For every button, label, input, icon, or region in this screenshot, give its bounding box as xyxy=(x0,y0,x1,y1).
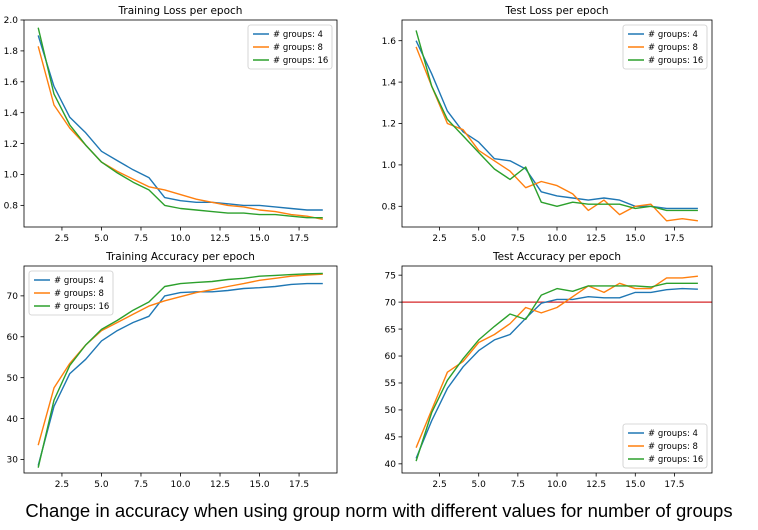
x-tick-label: 2.5 xyxy=(55,234,69,244)
plot-frame xyxy=(23,19,338,228)
y-tick-label: 60 xyxy=(7,333,19,343)
x-tick-label: 5.0 xyxy=(472,480,487,490)
series-line-3 xyxy=(415,282,698,462)
y-tick-label: 30 xyxy=(7,456,19,466)
y-tick-label: 1.0 xyxy=(382,161,397,171)
x-tick-label: 12.5 xyxy=(586,480,606,490)
y-tick-label: 40 xyxy=(7,415,19,425)
x-tick-label: 17.5 xyxy=(664,480,684,490)
series-line-2 xyxy=(37,46,323,220)
legend-label-1: # groups: 4 xyxy=(648,429,698,439)
x-tick-label: 12.5 xyxy=(586,234,606,244)
chart-title: Test Loss per epoch xyxy=(504,5,608,17)
y-tick-label: 75 xyxy=(385,271,396,281)
x-tick-label: 12.5 xyxy=(210,480,230,490)
legend-label-1: # groups: 4 xyxy=(54,276,104,286)
y-tick-label: 45 xyxy=(385,433,396,443)
y-tick-label: 1.6 xyxy=(382,37,397,47)
series-line-2 xyxy=(415,275,698,448)
x-tick-label: 2.5 xyxy=(432,234,446,244)
series-line-2 xyxy=(415,46,698,222)
x-tick-label: 17.5 xyxy=(289,480,309,490)
x-tick-label: 5.0 xyxy=(94,480,109,490)
chart-title: Training Loss per epoch xyxy=(118,5,243,17)
y-tick-label: 65 xyxy=(385,325,396,335)
legend: # groups: 4 # groups: 8 # groups: 16 xyxy=(622,423,708,469)
figure-caption: Change in accuracy when using group norm… xyxy=(25,500,733,521)
plot-frame xyxy=(23,265,338,474)
series-line-3 xyxy=(415,30,698,212)
subplot-4: Test Accuracy per epoch 2.5 5.0 7.5 10.0 12.5… xyxy=(385,251,713,490)
x-tick-label: 15.0 xyxy=(250,234,270,244)
y-tick-label: 2.0 xyxy=(4,16,19,26)
x-tick-label: 2.5 xyxy=(55,480,69,490)
x-tick-label: 7.5 xyxy=(511,480,525,490)
y-tick-label: 1.0 xyxy=(4,171,19,181)
chart-title: Test Accuracy per epoch xyxy=(492,251,621,263)
x-tick-label: 17.5 xyxy=(664,234,684,244)
y-tick-label: 1.6 xyxy=(4,78,19,88)
x-tick-label: 15.0 xyxy=(250,480,270,490)
x-tick-label: 10.0 xyxy=(547,480,567,490)
legend-label-3: # groups: 16 xyxy=(273,56,328,66)
x-tick-label: 7.5 xyxy=(511,234,525,244)
legend-box xyxy=(622,423,708,469)
y-tick-label: 0.8 xyxy=(382,203,397,213)
x-tick-label: 10.0 xyxy=(170,480,190,490)
plot-frame xyxy=(401,265,713,474)
x-tick-label: 10.0 xyxy=(547,234,567,244)
legend-label-1: # groups: 4 xyxy=(648,30,698,40)
y-tick-label: 40 xyxy=(385,460,397,470)
series-line-3 xyxy=(37,27,323,219)
plot-frame xyxy=(401,19,713,228)
y-tick-label: 1.2 xyxy=(382,120,396,130)
legend-label-3: # groups: 16 xyxy=(648,455,703,465)
legend-box xyxy=(622,24,708,70)
legend-label-2: # groups: 8 xyxy=(648,43,698,53)
y-tick-label: 70 xyxy=(7,292,19,302)
subplot-2: Test Loss per epoch 2.5 5.0 7.5 10.0 12.5 15.0… xyxy=(382,5,713,244)
legend: # groups: 4 # groups: 8 # groups: 16 xyxy=(622,24,708,70)
y-tick-label: 1.4 xyxy=(382,78,397,88)
series-line-1 xyxy=(415,287,698,459)
legend: # groups: 4 # groups: 8 # groups: 16 xyxy=(28,270,114,316)
legend-label-1: # groups: 4 xyxy=(273,30,323,40)
x-tick-label: 5.0 xyxy=(472,234,487,244)
legend-label-3: # groups: 16 xyxy=(54,302,109,312)
legend-label-3: # groups: 16 xyxy=(648,56,703,66)
series-line-3 xyxy=(37,272,323,468)
y-tick-label: 60 xyxy=(385,352,397,362)
legend-label-2: # groups: 8 xyxy=(54,289,104,299)
legend: # groups: 4 # groups: 8 # groups: 16 xyxy=(247,24,333,70)
legend-box xyxy=(28,270,114,316)
figure: Training Loss per epoch 2.5 5.0 7.5 10.0 12.5… xyxy=(4,5,713,490)
y-tick-label: 70 xyxy=(385,298,397,308)
series-line-1 xyxy=(37,282,323,466)
y-tick-label: 1.8 xyxy=(4,47,19,57)
x-tick-label: 7.5 xyxy=(134,480,148,490)
subplot-1: Training Loss per epoch 2.5 5.0 7.5 10.0 12.5… xyxy=(4,5,338,244)
y-tick-label: 0.8 xyxy=(4,202,19,212)
y-tick-label: 55 xyxy=(385,379,396,389)
y-tick-label: 50 xyxy=(385,406,397,416)
x-tick-label: 2.5 xyxy=(432,480,446,490)
x-tick-label: 17.5 xyxy=(289,234,309,244)
x-tick-label: 5.0 xyxy=(94,234,109,244)
legend-label-2: # groups: 8 xyxy=(273,43,323,53)
y-tick-label: 1.2 xyxy=(4,140,18,150)
subplot-3: Training Accuracy per epoch 2.5 5.0 7.5 10.0… xyxy=(7,251,338,490)
x-tick-label: 15.0 xyxy=(625,480,645,490)
chart-title: Training Accuracy per epoch xyxy=(105,251,255,263)
x-tick-label: 15.0 xyxy=(625,234,645,244)
x-tick-label: 10.0 xyxy=(170,234,190,244)
x-tick-label: 12.5 xyxy=(210,234,230,244)
legend-box xyxy=(247,24,333,70)
legend-label-2: # groups: 8 xyxy=(648,442,698,452)
y-tick-label: 50 xyxy=(7,374,19,384)
x-tick-label: 7.5 xyxy=(134,234,148,244)
series-line-1 xyxy=(37,35,323,211)
y-tick-label: 1.4 xyxy=(4,109,19,119)
